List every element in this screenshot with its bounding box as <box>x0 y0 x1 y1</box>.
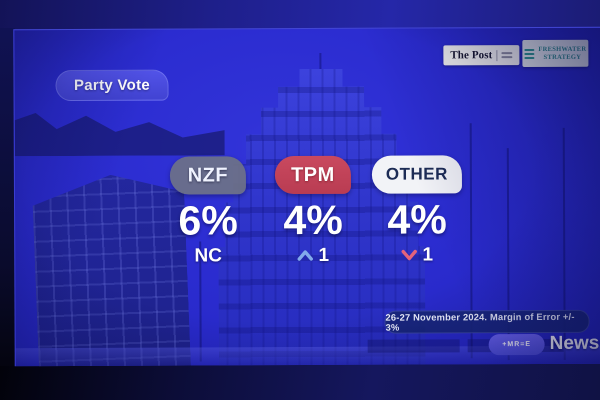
change-indicator: NC <box>194 245 223 267</box>
result-column-tpm: TPM 4% 1 <box>255 155 371 266</box>
result-column-nzf: NZF 6% NC <box>150 156 266 266</box>
waves-icon <box>524 48 535 59</box>
percent-value: 6% <box>178 197 238 244</box>
change-value: NC <box>194 245 223 267</box>
freshwater-wordmark: FRESHWATER STRATEGY <box>538 45 586 61</box>
tv-bezel-top <box>0 0 600 30</box>
party-label: OTHER <box>385 164 448 184</box>
chevron-up-icon <box>297 250 314 261</box>
logo-divider <box>496 49 498 61</box>
the-post-wordmark: The Post <box>450 49 493 62</box>
tv-bezel-bottom <box>0 362 600 400</box>
change-indicator: 1 <box>401 244 434 266</box>
freshwater-line2: STRATEGY <box>543 53 582 61</box>
party-label: TPM <box>290 163 335 186</box>
channel-logo-pill: +MR=E <box>488 333 545 355</box>
freshwater-line1: FRESHWATER <box>538 45 587 53</box>
change-indicator: 1 <box>297 244 330 266</box>
change-value: 1 <box>318 244 330 266</box>
the-post-logo: The Post <box>443 45 520 66</box>
channel-logo: +MR=E News <box>488 332 600 355</box>
tv-bezel-left <box>0 28 15 366</box>
party-label: NZF <box>187 163 229 187</box>
party-vote-label: Party Vote <box>73 76 151 95</box>
post-logo-fineprint <box>501 52 513 59</box>
party-badge-tpm: TPM <box>274 155 351 195</box>
disclaimer-text: 26-27 November 2024. Margin of Error +/-… <box>385 311 575 333</box>
result-column-other: OTHER 4% 1 <box>359 155 475 265</box>
chevron-down-icon <box>401 249 418 261</box>
page-title: Party Vote <box>55 69 169 102</box>
broadcast-screen: Party Vote The Post FRESHWATER STRATEGY … <box>13 26 600 367</box>
party-badge-nzf: NZF <box>169 156 246 195</box>
percent-value: 4% <box>387 196 447 243</box>
percent-value: 4% <box>283 196 343 244</box>
change-value: 1 <box>422 244 434 266</box>
poll-disclaimer: 26-27 November 2024. Margin of Error +/-… <box>384 309 590 334</box>
party-badge-other: OTHER <box>371 155 462 194</box>
graphics-overlay: Party Vote The Post FRESHWATER STRATEGY … <box>14 28 600 367</box>
freshwater-strategy-logo: FRESHWATER STRATEGY <box>522 39 589 68</box>
channel-logo-glyphs: +MR=E <box>502 340 532 348</box>
channel-name: News <box>549 332 600 354</box>
